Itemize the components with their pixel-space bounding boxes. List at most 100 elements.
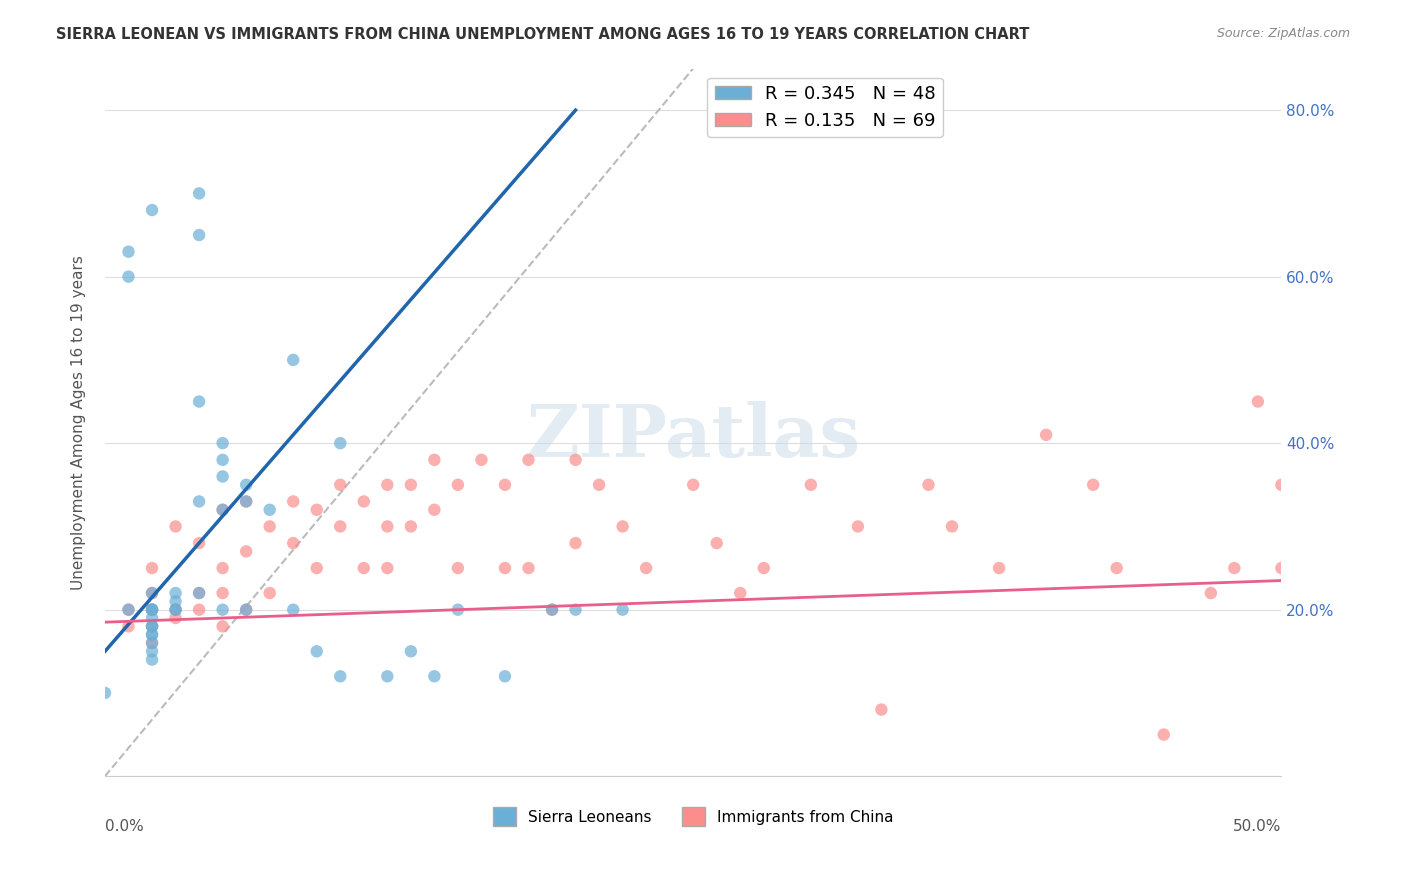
Point (447, 561, 470, 575)
Point (117, 619, 139, 633)
Text: 50.0%: 50.0% (1233, 819, 1281, 834)
Point (141, 586, 163, 600)
Point (141, 627, 163, 641)
Point (211, 502, 233, 516)
Point (141, 619, 163, 633)
Point (283, 352, 305, 367)
Point (494, 561, 516, 575)
Point (188, 186, 211, 201)
Point (1270, 561, 1292, 575)
Text: 0.0%: 0.0% (105, 819, 143, 834)
Point (728, 586, 751, 600)
Point (917, 477, 939, 491)
Point (94, 686, 117, 700)
Point (235, 602, 257, 616)
Point (117, 269, 139, 284)
Point (141, 619, 163, 633)
Point (612, 519, 634, 533)
Point (141, 602, 163, 616)
Point (211, 602, 233, 616)
Point (165, 594, 187, 608)
Point (329, 669, 352, 683)
Point (494, 477, 516, 491)
Point (165, 586, 187, 600)
Point (165, 602, 187, 616)
Point (235, 494, 257, 508)
Point (588, 477, 610, 491)
Point (283, 602, 305, 616)
Point (235, 602, 257, 616)
Point (399, 477, 422, 491)
Point (165, 602, 187, 616)
Point (1153, 727, 1175, 741)
Point (188, 227, 211, 242)
Point (541, 602, 564, 616)
Point (541, 602, 564, 616)
Point (259, 586, 281, 600)
Point (188, 494, 211, 508)
Point (117, 602, 139, 616)
Point (283, 536, 305, 550)
Point (1247, 394, 1270, 409)
Point (211, 436, 233, 450)
Text: Source: ZipAtlas.com: Source: ZipAtlas.com (1216, 27, 1350, 40)
Point (375, 669, 398, 683)
Point (211, 469, 233, 483)
Point (800, 477, 823, 491)
Point (235, 544, 257, 558)
Point (141, 586, 163, 600)
Point (305, 644, 328, 658)
Point (564, 452, 586, 467)
Point (235, 477, 257, 491)
Point (375, 561, 398, 575)
Point (517, 452, 540, 467)
Point (235, 494, 257, 508)
Point (1199, 586, 1222, 600)
Point (165, 611, 187, 625)
Point (141, 636, 163, 650)
Point (517, 561, 540, 575)
Point (399, 644, 422, 658)
Point (165, 519, 187, 533)
Point (353, 561, 375, 575)
Point (752, 561, 775, 575)
Point (423, 502, 446, 516)
Text: SIERRA LEONEAN VS IMMIGRANTS FROM CHINA UNEMPLOYMENT AMONG AGES 16 TO 19 YEARS C: SIERRA LEONEAN VS IMMIGRANTS FROM CHINA … (56, 27, 1029, 42)
Point (165, 602, 187, 616)
Point (188, 586, 211, 600)
Point (259, 519, 281, 533)
Point (870, 702, 893, 716)
Point (141, 602, 163, 616)
Legend: Sierra Leoneans, Immigrants from China: Sierra Leoneans, Immigrants from China (486, 801, 900, 832)
Point (211, 619, 233, 633)
Point (470, 452, 492, 467)
Point (941, 519, 963, 533)
Point (1105, 561, 1128, 575)
Point (682, 477, 704, 491)
Point (211, 586, 233, 600)
Point (188, 536, 211, 550)
Point (305, 561, 328, 575)
Point (494, 669, 516, 683)
Point (447, 602, 470, 616)
Point (188, 394, 211, 409)
Point (211, 561, 233, 575)
Point (117, 244, 139, 259)
Point (846, 519, 869, 533)
Point (375, 477, 398, 491)
Point (423, 669, 446, 683)
Point (305, 502, 328, 516)
Point (188, 586, 211, 600)
Point (329, 519, 352, 533)
Point (1270, 477, 1292, 491)
Point (329, 436, 352, 450)
Point (141, 652, 163, 666)
Point (636, 561, 658, 575)
Point (447, 477, 470, 491)
Point (141, 202, 163, 217)
Point (141, 611, 163, 625)
Point (141, 627, 163, 641)
Point (375, 519, 398, 533)
Point (988, 561, 1011, 575)
Point (141, 561, 163, 575)
